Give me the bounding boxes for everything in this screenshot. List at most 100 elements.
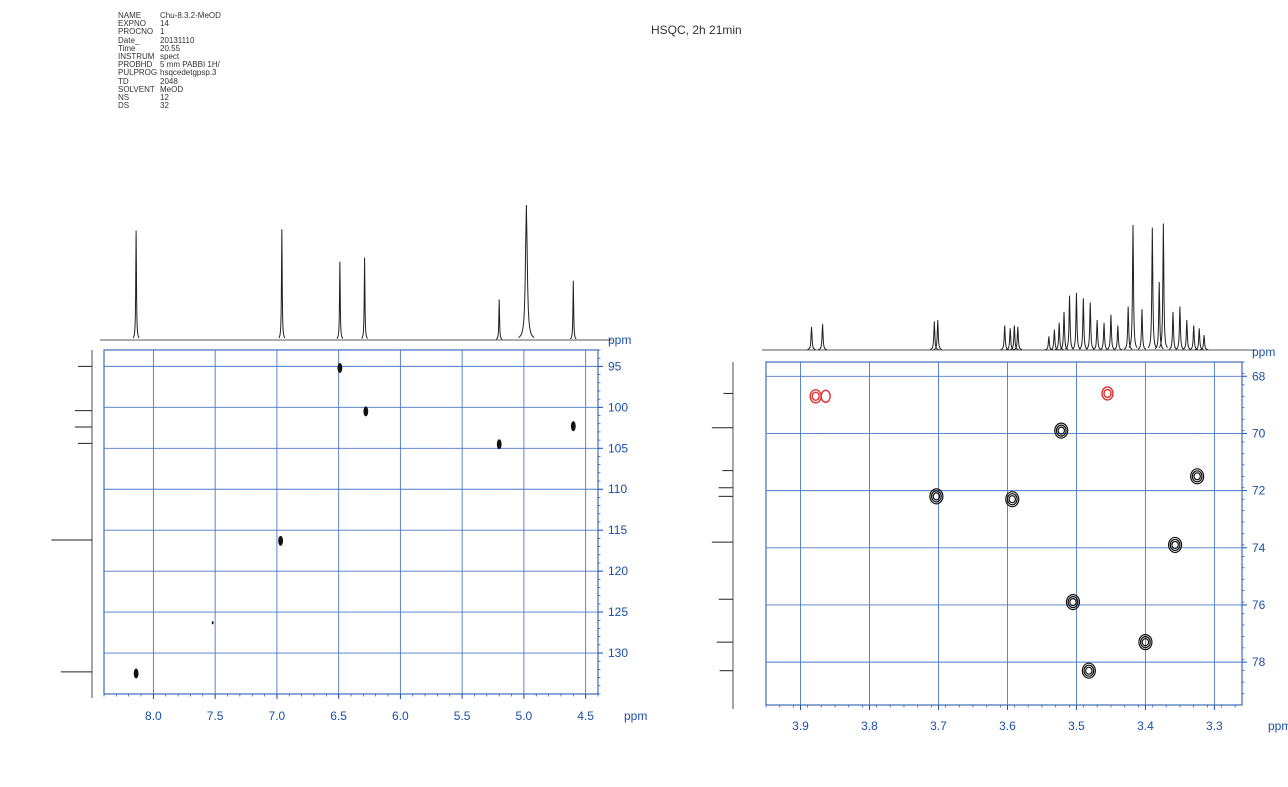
x-tick-label: 7.0 — [269, 709, 286, 723]
proton-peak — [1154, 281, 1164, 350]
cross-peak — [1057, 426, 1066, 435]
proton-peak — [929, 321, 939, 350]
y-tick-label: 70 — [1252, 426, 1266, 440]
cross-peak — [1081, 662, 1096, 679]
param-value: 14 — [160, 19, 169, 29]
param-key: Date_ — [118, 35, 140, 45]
cross-peak — [1138, 634, 1153, 651]
param-row: TD 2048 — [118, 76, 221, 86]
proton-peak — [1113, 325, 1123, 351]
y-axis-unit: ppm — [1252, 345, 1275, 359]
proton-peak — [818, 324, 827, 351]
x-axis-unit: ppm — [1268, 719, 1288, 733]
param-row: Date_ 20131110 — [118, 35, 221, 45]
x-tick-label: 5.5 — [454, 709, 471, 723]
cross-peak — [929, 488, 944, 505]
proton-peak — [1085, 302, 1095, 350]
cross-peak — [1054, 422, 1069, 439]
param-row: PROBHD 5 mm PABBI 1H/ — [118, 61, 221, 69]
proton-peak — [1050, 329, 1059, 351]
cross-peak — [211, 621, 214, 625]
proton-peak — [1158, 223, 1168, 349]
param-key: INSTRUM — [118, 52, 155, 62]
cross-peak — [811, 391, 820, 401]
cross-peak — [1171, 540, 1179, 550]
proton-peak — [1194, 328, 1204, 351]
cross-peak — [363, 406, 369, 417]
proton-peak — [1059, 311, 1069, 350]
cross-peak — [1191, 470, 1203, 483]
cross-peak — [1067, 595, 1079, 609]
proton-peak — [1054, 322, 1064, 350]
param-row: Time 20.55 — [118, 43, 221, 53]
cross-peak — [1005, 491, 1020, 508]
proton-peak — [1175, 306, 1185, 350]
proton-peak — [1182, 320, 1192, 350]
cross-peak — [820, 389, 831, 403]
param-value: 32 — [160, 101, 169, 111]
proton-peak — [1071, 292, 1081, 350]
spectrum-panel-1: 8.0 7.5 7.0 6.5 6.0 5.5 5.0 4.5 95 100 105 110 115 12… — [51, 204, 647, 723]
y-tick-label: 78 — [1252, 655, 1266, 669]
experiment-title: HSQC, 2h 21min — [651, 23, 742, 37]
proton-peak — [361, 257, 368, 339]
param-value: 12 — [160, 93, 169, 103]
x-tick-label: 8.0 — [145, 709, 162, 723]
proton-peak — [1106, 314, 1116, 350]
y-tick-label: 120 — [608, 564, 628, 578]
y-tick-label: 125 — [608, 605, 628, 619]
y-tick-label: 115 — [608, 523, 627, 537]
proton-peak — [1199, 334, 1209, 351]
proton-peak — [1147, 227, 1157, 349]
proton-peak — [1010, 325, 1019, 351]
param-row: SOLVENT MeOD — [118, 85, 221, 94]
cross-peak — [1085, 666, 1093, 675]
cross-peak — [1083, 664, 1095, 677]
cross-peak — [1139, 636, 1151, 649]
x-tick-label: 3.7 — [930, 719, 947, 733]
x-tick-label: 3.3 — [1206, 719, 1223, 733]
x-axis-unit: ppm — [624, 709, 647, 723]
x-tick-label: 3.8 — [861, 719, 878, 733]
cross-peak — [1193, 472, 1201, 481]
proton-peak — [518, 204, 535, 338]
proton-peak — [1092, 320, 1102, 350]
param-key: PROCNO — [118, 27, 154, 37]
cross-peak — [930, 490, 942, 503]
param-row: INSTRUM spect — [118, 52, 221, 62]
proton-peak — [1000, 325, 1010, 351]
proton-peak — [336, 261, 344, 339]
proton-peak — [1168, 311, 1178, 350]
proton-peak — [807, 326, 816, 351]
proton-peak — [1099, 322, 1109, 350]
x-tick-label: 6.0 — [392, 709, 409, 723]
y-tick-label: 95 — [608, 359, 622, 373]
param-row: EXPNO 14 — [118, 19, 221, 29]
y-tick-label: 105 — [608, 441, 628, 455]
x-tick-label: 6.5 — [330, 709, 347, 723]
cross-peak — [496, 439, 502, 450]
param-key: Time — [118, 43, 136, 53]
cross-peak — [1055, 424, 1067, 437]
proton-peak — [132, 230, 140, 339]
param-value: 5 mm PABBI 1H/ — [160, 60, 220, 70]
x-tick-label: 7.5 — [207, 709, 224, 723]
param-row: PULPROG hsqcedetgpsp.3 — [118, 69, 221, 77]
cross-peak — [1006, 493, 1018, 506]
proton-peak — [495, 299, 503, 340]
param-value: 2048 — [160, 76, 178, 86]
proton-peak — [1013, 326, 1023, 351]
param-row: PROCNO 1 — [118, 28, 221, 36]
proton-peak — [1137, 309, 1147, 350]
param-value: spect — [160, 52, 180, 62]
cross-peak — [932, 492, 941, 501]
cross-peak — [1141, 638, 1150, 647]
cross-peak — [1190, 468, 1205, 485]
cross-peak — [1069, 597, 1077, 607]
param-key: TD — [118, 76, 129, 86]
cross-peak — [1169, 538, 1181, 552]
cross-peak — [1103, 388, 1112, 399]
param-value: Chu-8.3.2-MeOD — [160, 11, 221, 20]
x-tick-label: 3.6 — [999, 719, 1016, 733]
